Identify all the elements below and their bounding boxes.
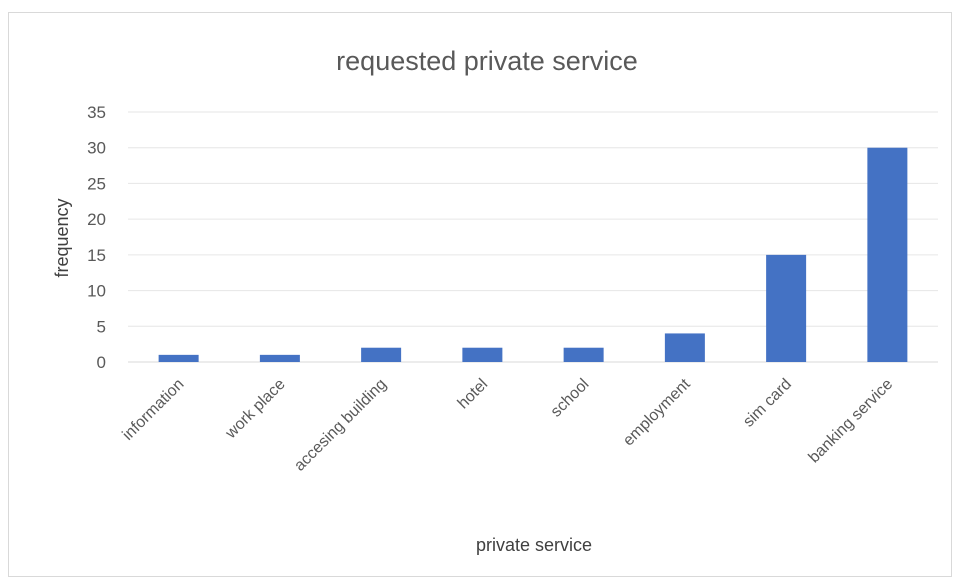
bar-school — [563, 347, 604, 362]
x-tick-label: accesing building — [291, 376, 390, 475]
x-tick-labels: information work place accesing building ho… — [119, 375, 896, 474]
x-tick-label: school — [548, 376, 593, 421]
y-tick-label: 25 — [87, 174, 106, 193]
bars — [158, 147, 908, 362]
y-tick-label: 5 — [97, 317, 106, 336]
bar-information — [158, 354, 199, 362]
x-axis-label: private service — [476, 535, 592, 555]
x-tick-label: employment — [620, 375, 694, 449]
gridlines — [128, 111, 938, 363]
y-tick-label: 35 — [87, 103, 106, 122]
y-tick-label: 0 — [97, 353, 106, 372]
y-tick-label: 10 — [87, 282, 106, 301]
bar-banking-service — [867, 147, 908, 362]
y-tick-labels: 0 5 10 15 20 25 30 35 — [87, 103, 106, 372]
y-tick-label: 15 — [87, 246, 106, 265]
chart-title: requested private service — [336, 46, 638, 76]
y-axis-label: frequency — [52, 198, 72, 277]
y-tick-label: 30 — [87, 139, 106, 158]
x-tick-label: sim card — [740, 376, 795, 431]
bar-sim-card — [766, 254, 807, 362]
x-tick-label: work place — [222, 376, 289, 443]
x-tick-label: hotel — [455, 376, 492, 413]
bar-hotel — [462, 347, 503, 362]
bar-employment — [664, 333, 705, 362]
y-tick-label: 20 — [87, 210, 106, 229]
x-tick-label: banking service — [806, 376, 897, 467]
bar-accesing-building — [361, 347, 402, 362]
x-tick-label: information — [119, 376, 187, 444]
bar-work-place — [259, 354, 300, 362]
